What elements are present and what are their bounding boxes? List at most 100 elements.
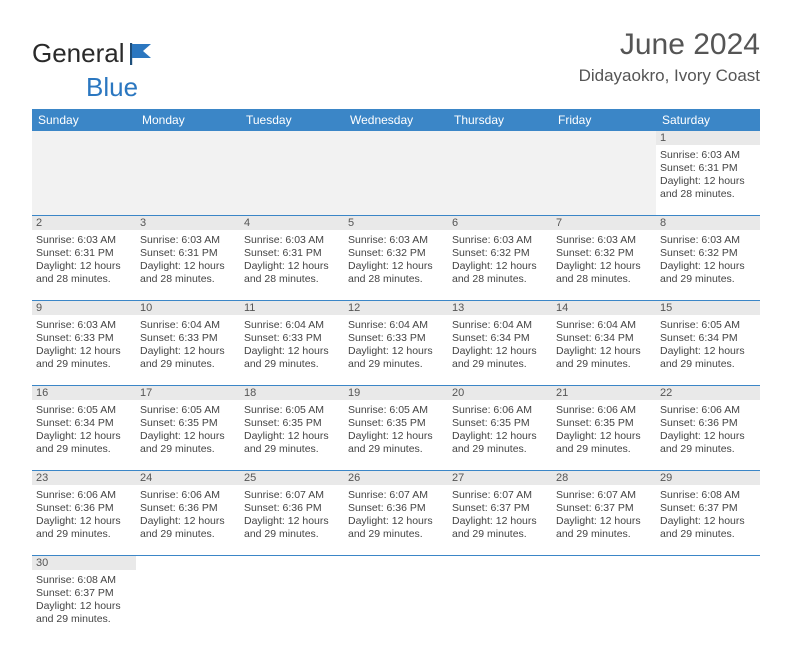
calendar-week: 16171819202122 Sunrise: 6:05 AMSunset: 6:… [32, 386, 760, 471]
calendar-cell: Sunrise: 6:05 AMSunset: 6:35 PMDaylight:… [344, 400, 448, 470]
brand-part2: Blue [86, 72, 138, 103]
day-header-wednesday: Wednesday [344, 109, 448, 131]
day-number: 29 [656, 471, 760, 485]
day-info: Sunrise: 6:05 AMSunset: 6:35 PMDaylight:… [140, 404, 236, 457]
calendar-cell [552, 145, 656, 215]
day-info: Sunrise: 6:08 AMSunset: 6:37 PMDaylight:… [36, 574, 132, 627]
day-number [448, 131, 552, 145]
day-number-band: 16171819202122 [32, 386, 760, 400]
calendar-cell: Sunrise: 6:03 AMSunset: 6:31 PMDaylight:… [32, 230, 136, 300]
day-number: 18 [240, 386, 344, 400]
day-info: Sunrise: 6:03 AMSunset: 6:32 PMDaylight:… [556, 234, 652, 287]
calendar-cell: Sunrise: 6:05 AMSunset: 6:35 PMDaylight:… [136, 400, 240, 470]
calendar-cell: Sunrise: 6:08 AMSunset: 6:37 PMDaylight:… [656, 485, 760, 555]
day-header-saturday: Saturday [656, 109, 760, 131]
calendar-row: Sunrise: 6:08 AMSunset: 6:37 PMDaylight:… [32, 570, 760, 640]
day-number: 30 [32, 556, 136, 570]
brand-logo: General [32, 38, 153, 69]
calendar-cell: Sunrise: 6:03 AMSunset: 6:31 PMDaylight:… [656, 145, 760, 215]
calendar-cell: Sunrise: 6:05 AMSunset: 6:35 PMDaylight:… [240, 400, 344, 470]
calendar: SundayMondayTuesdayWednesdayThursdayFrid… [32, 109, 760, 640]
day-info: Sunrise: 6:04 AMSunset: 6:33 PMDaylight:… [348, 319, 444, 372]
calendar-week: 30 Sunrise: 6:08 AMSunset: 6:37 PMDaylig… [32, 556, 760, 640]
day-number-band: 30 [32, 556, 760, 570]
day-info: Sunrise: 6:07 AMSunset: 6:37 PMDaylight:… [556, 489, 652, 542]
calendar-cell: Sunrise: 6:06 AMSunset: 6:36 PMDaylight:… [656, 400, 760, 470]
month-title: June 2024 [579, 28, 760, 62]
day-number-band: 2345678 [32, 216, 760, 230]
calendar-cell: Sunrise: 6:06 AMSunset: 6:35 PMDaylight:… [552, 400, 656, 470]
calendar-cell: Sunrise: 6:07 AMSunset: 6:37 PMDaylight:… [552, 485, 656, 555]
day-info: Sunrise: 6:05 AMSunset: 6:35 PMDaylight:… [244, 404, 340, 457]
calendar-week: 23242526272829 Sunrise: 6:06 AMSunset: 6:… [32, 471, 760, 556]
day-number-band: 23242526272829 [32, 471, 760, 485]
day-number: 6 [448, 216, 552, 230]
day-info: Sunrise: 6:03 AMSunset: 6:31 PMDaylight:… [140, 234, 236, 287]
day-info: Sunrise: 6:03 AMSunset: 6:31 PMDaylight:… [660, 149, 756, 202]
calendar-cell: Sunrise: 6:03 AMSunset: 6:32 PMDaylight:… [656, 230, 760, 300]
day-number-band: 9101112131415 [32, 301, 760, 315]
calendar-cell [136, 570, 240, 640]
calendar-header-row: SundayMondayTuesdayWednesdayThursdayFrid… [32, 109, 760, 131]
calendar-cell: Sunrise: 6:06 AMSunset: 6:36 PMDaylight:… [32, 485, 136, 555]
calendar-cell: Sunrise: 6:05 AMSunset: 6:34 PMDaylight:… [656, 315, 760, 385]
calendar-week: 9101112131415Sunrise: 6:03 AMSunset: 6:3… [32, 301, 760, 386]
day-number: 16 [32, 386, 136, 400]
day-header-tuesday: Tuesday [240, 109, 344, 131]
day-number [448, 556, 552, 570]
day-number: 19 [344, 386, 448, 400]
day-number: 15 [656, 301, 760, 315]
calendar-cell: Sunrise: 6:04 AMSunset: 6:33 PMDaylight:… [344, 315, 448, 385]
day-info: Sunrise: 6:04 AMSunset: 6:34 PMDaylight:… [556, 319, 652, 372]
day-number [552, 131, 656, 145]
day-number: 11 [240, 301, 344, 315]
calendar-row: Sunrise: 6:06 AMSunset: 6:36 PMDaylight:… [32, 485, 760, 555]
calendar-row: Sunrise: 6:03 AMSunset: 6:31 PMDaylight:… [32, 145, 760, 215]
day-info: Sunrise: 6:04 AMSunset: 6:34 PMDaylight:… [452, 319, 548, 372]
calendar-cell [344, 145, 448, 215]
day-number: 27 [448, 471, 552, 485]
day-number: 7 [552, 216, 656, 230]
day-number [136, 556, 240, 570]
calendar-row: Sunrise: 6:05 AMSunset: 6:34 PMDaylight:… [32, 400, 760, 470]
day-number: 22 [656, 386, 760, 400]
day-info: Sunrise: 6:05 AMSunset: 6:34 PMDaylight:… [36, 404, 132, 457]
day-number [552, 556, 656, 570]
day-number-band: 1 [32, 131, 760, 145]
day-number: 28 [552, 471, 656, 485]
day-info: Sunrise: 6:06 AMSunset: 6:36 PMDaylight:… [36, 489, 132, 542]
calendar-cell [656, 570, 760, 640]
flag-icon [127, 43, 153, 65]
day-header-monday: Monday [136, 109, 240, 131]
day-number [32, 131, 136, 145]
day-info: Sunrise: 6:06 AMSunset: 6:35 PMDaylight:… [452, 404, 548, 457]
day-number [344, 131, 448, 145]
day-info: Sunrise: 6:07 AMSunset: 6:37 PMDaylight:… [452, 489, 548, 542]
day-info: Sunrise: 6:05 AMSunset: 6:34 PMDaylight:… [660, 319, 756, 372]
brand-part1: General [32, 38, 125, 69]
calendar-cell: Sunrise: 6:03 AMSunset: 6:32 PMDaylight:… [344, 230, 448, 300]
day-number [136, 131, 240, 145]
calendar-cell [552, 570, 656, 640]
day-info: Sunrise: 6:03 AMSunset: 6:31 PMDaylight:… [36, 234, 132, 287]
calendar-row: Sunrise: 6:03 AMSunset: 6:31 PMDaylight:… [32, 230, 760, 300]
calendar-cell [240, 570, 344, 640]
day-number: 10 [136, 301, 240, 315]
day-info: Sunrise: 6:05 AMSunset: 6:35 PMDaylight:… [348, 404, 444, 457]
calendar-cell [240, 145, 344, 215]
day-number: 13 [448, 301, 552, 315]
calendar-cell: Sunrise: 6:03 AMSunset: 6:32 PMDaylight:… [448, 230, 552, 300]
calendar-cell: Sunrise: 6:03 AMSunset: 6:31 PMDaylight:… [136, 230, 240, 300]
day-info: Sunrise: 6:04 AMSunset: 6:33 PMDaylight:… [140, 319, 236, 372]
calendar-cell: Sunrise: 6:03 AMSunset: 6:31 PMDaylight:… [240, 230, 344, 300]
day-info: Sunrise: 6:03 AMSunset: 6:32 PMDaylight:… [452, 234, 548, 287]
day-info: Sunrise: 6:06 AMSunset: 6:36 PMDaylight:… [660, 404, 756, 457]
day-number [656, 556, 760, 570]
calendar-cell: Sunrise: 6:04 AMSunset: 6:33 PMDaylight:… [136, 315, 240, 385]
calendar-cell: Sunrise: 6:07 AMSunset: 6:36 PMDaylight:… [240, 485, 344, 555]
day-number: 24 [136, 471, 240, 485]
day-info: Sunrise: 6:06 AMSunset: 6:36 PMDaylight:… [140, 489, 236, 542]
day-info: Sunrise: 6:07 AMSunset: 6:36 PMDaylight:… [244, 489, 340, 542]
calendar-cell [448, 145, 552, 215]
calendar-cell: Sunrise: 6:06 AMSunset: 6:36 PMDaylight:… [136, 485, 240, 555]
